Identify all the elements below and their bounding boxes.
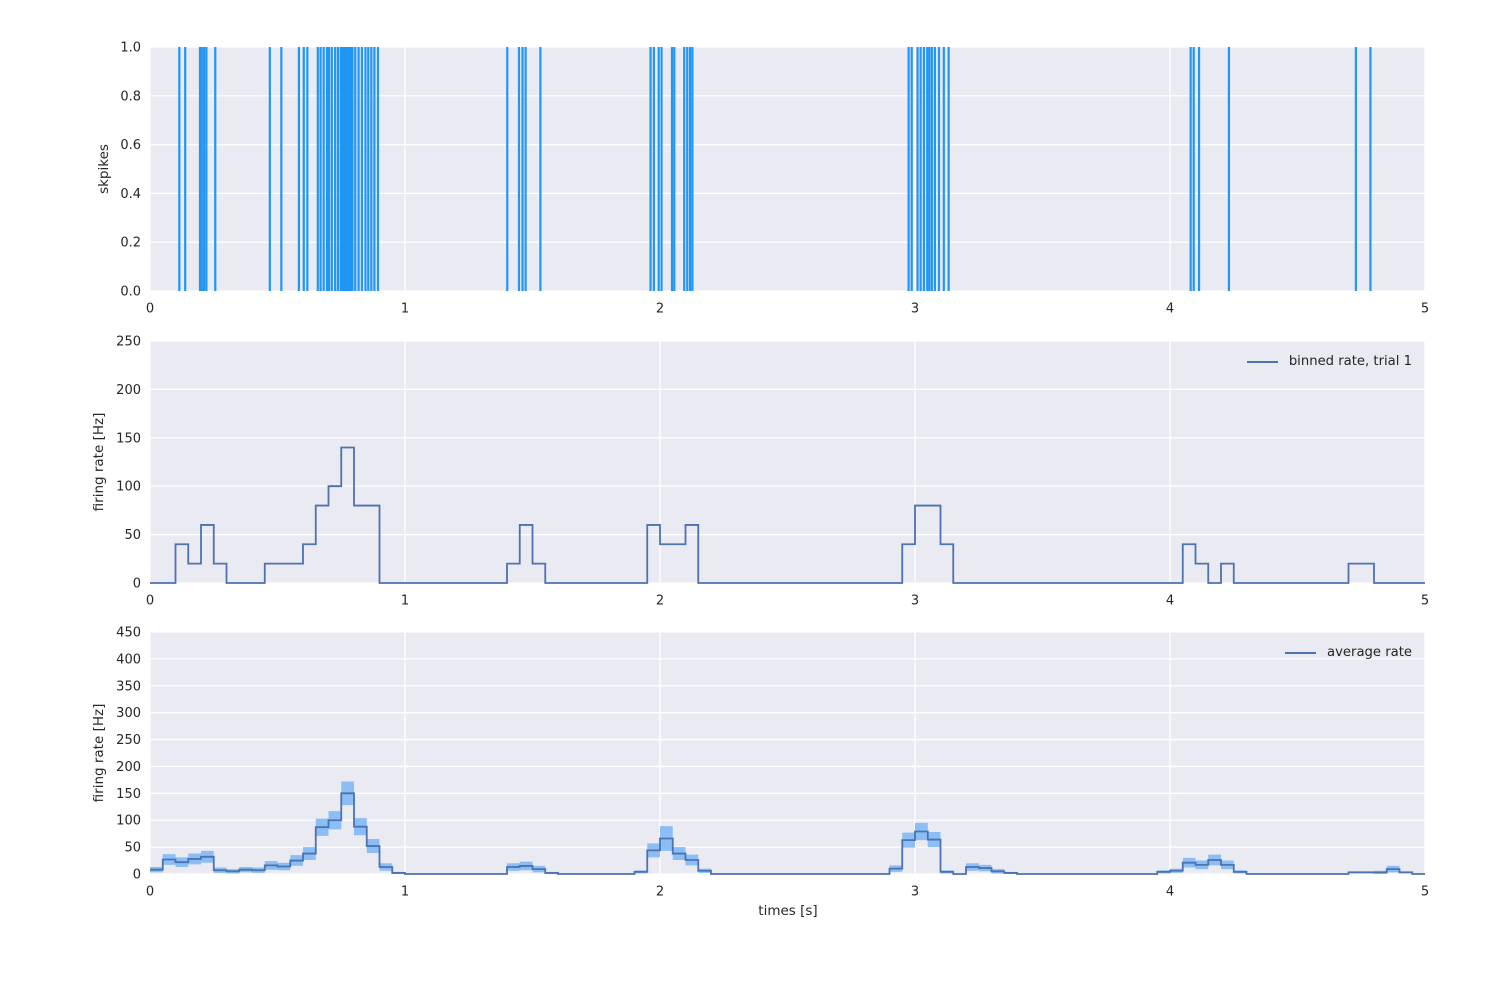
tick-label: 200 bbox=[116, 760, 141, 775]
tick-label: 5 bbox=[1421, 594, 1429, 609]
tick-label: 1 bbox=[401, 885, 409, 900]
average-panel: 0 50 100 150 200 250 300 350 400 450 0 1 2 3 4 5 bbox=[116, 626, 1429, 900]
tick-label: 0.4 bbox=[120, 187, 141, 202]
average-rate-step-line bbox=[150, 792, 1425, 875]
tick-label: 150 bbox=[116, 431, 141, 446]
tick-label: 250 bbox=[116, 733, 141, 748]
tick-label: 1.0 bbox=[120, 41, 141, 56]
tick-label: 100 bbox=[116, 814, 141, 829]
tick-label: 4 bbox=[1166, 594, 1174, 609]
legend-label: binned rate, trial 1 bbox=[1288, 354, 1412, 369]
tick-label: 2 bbox=[656, 302, 664, 317]
tick-label: 4 bbox=[1166, 302, 1174, 317]
tick-label: 3 bbox=[911, 302, 919, 317]
tick-label: 50 bbox=[124, 841, 141, 856]
tick-label: 0.2 bbox=[120, 236, 141, 251]
tick-label: 3 bbox=[911, 594, 919, 609]
x-axis-label: times [s] bbox=[758, 903, 818, 919]
tick-label: 200 bbox=[116, 383, 141, 398]
tick-label: 0.0 bbox=[120, 285, 141, 300]
tick-label: 100 bbox=[116, 480, 141, 495]
raster-panel: 0.0 0.2 0.4 0.6 0.8 1.0 0 1 2 3 4 5 bbox=[120, 41, 1429, 317]
tick-label: 0 bbox=[146, 302, 154, 317]
legend-line-sample bbox=[1246, 360, 1278, 363]
tick-label: 3 bbox=[911, 885, 919, 900]
tick-label: 450 bbox=[116, 626, 141, 641]
trial-y-axis-label: firing rate [Hz] bbox=[91, 412, 107, 512]
tick-label: 2 bbox=[656, 594, 664, 609]
tick-label: 350 bbox=[116, 679, 141, 694]
tick-label: 4 bbox=[1166, 885, 1174, 900]
trial-panel: 0 50 100 150 200 250 0 1 2 3 4 5 bbox=[116, 335, 1429, 609]
tick-label: 5 bbox=[1421, 302, 1429, 317]
tick-label: 150 bbox=[116, 787, 141, 802]
tick-label: 0 bbox=[133, 577, 141, 592]
legend-binned-rate: binned rate, trial 1 bbox=[1246, 354, 1412, 369]
average-plot-area bbox=[150, 632, 1425, 874]
average-y-axis-label: firing rate [Hz] bbox=[91, 703, 107, 803]
tick-label: 1 bbox=[401, 594, 409, 609]
tick-label: 0 bbox=[146, 885, 154, 900]
legend-line-sample bbox=[1285, 651, 1317, 654]
legend-label: average rate bbox=[1327, 645, 1412, 660]
tick-label: 0 bbox=[146, 594, 154, 609]
raster-y-axis-label: skpikes bbox=[96, 144, 112, 194]
tick-label: 1 bbox=[401, 302, 409, 317]
binned-rate-step-line bbox=[150, 446, 1425, 584]
tick-label: 0.8 bbox=[120, 89, 141, 104]
tick-label: 0 bbox=[133, 868, 141, 883]
tick-label: 50 bbox=[124, 528, 141, 543]
tick-label: 0.6 bbox=[120, 138, 141, 153]
tick-label: 400 bbox=[116, 652, 141, 667]
tick-label: 2 bbox=[656, 885, 664, 900]
legend-average-rate: average rate bbox=[1285, 645, 1412, 660]
tick-label: 300 bbox=[116, 706, 141, 721]
tick-label: 5 bbox=[1421, 885, 1429, 900]
trial-plot-area bbox=[150, 341, 1425, 583]
tick-label: 250 bbox=[116, 335, 141, 350]
